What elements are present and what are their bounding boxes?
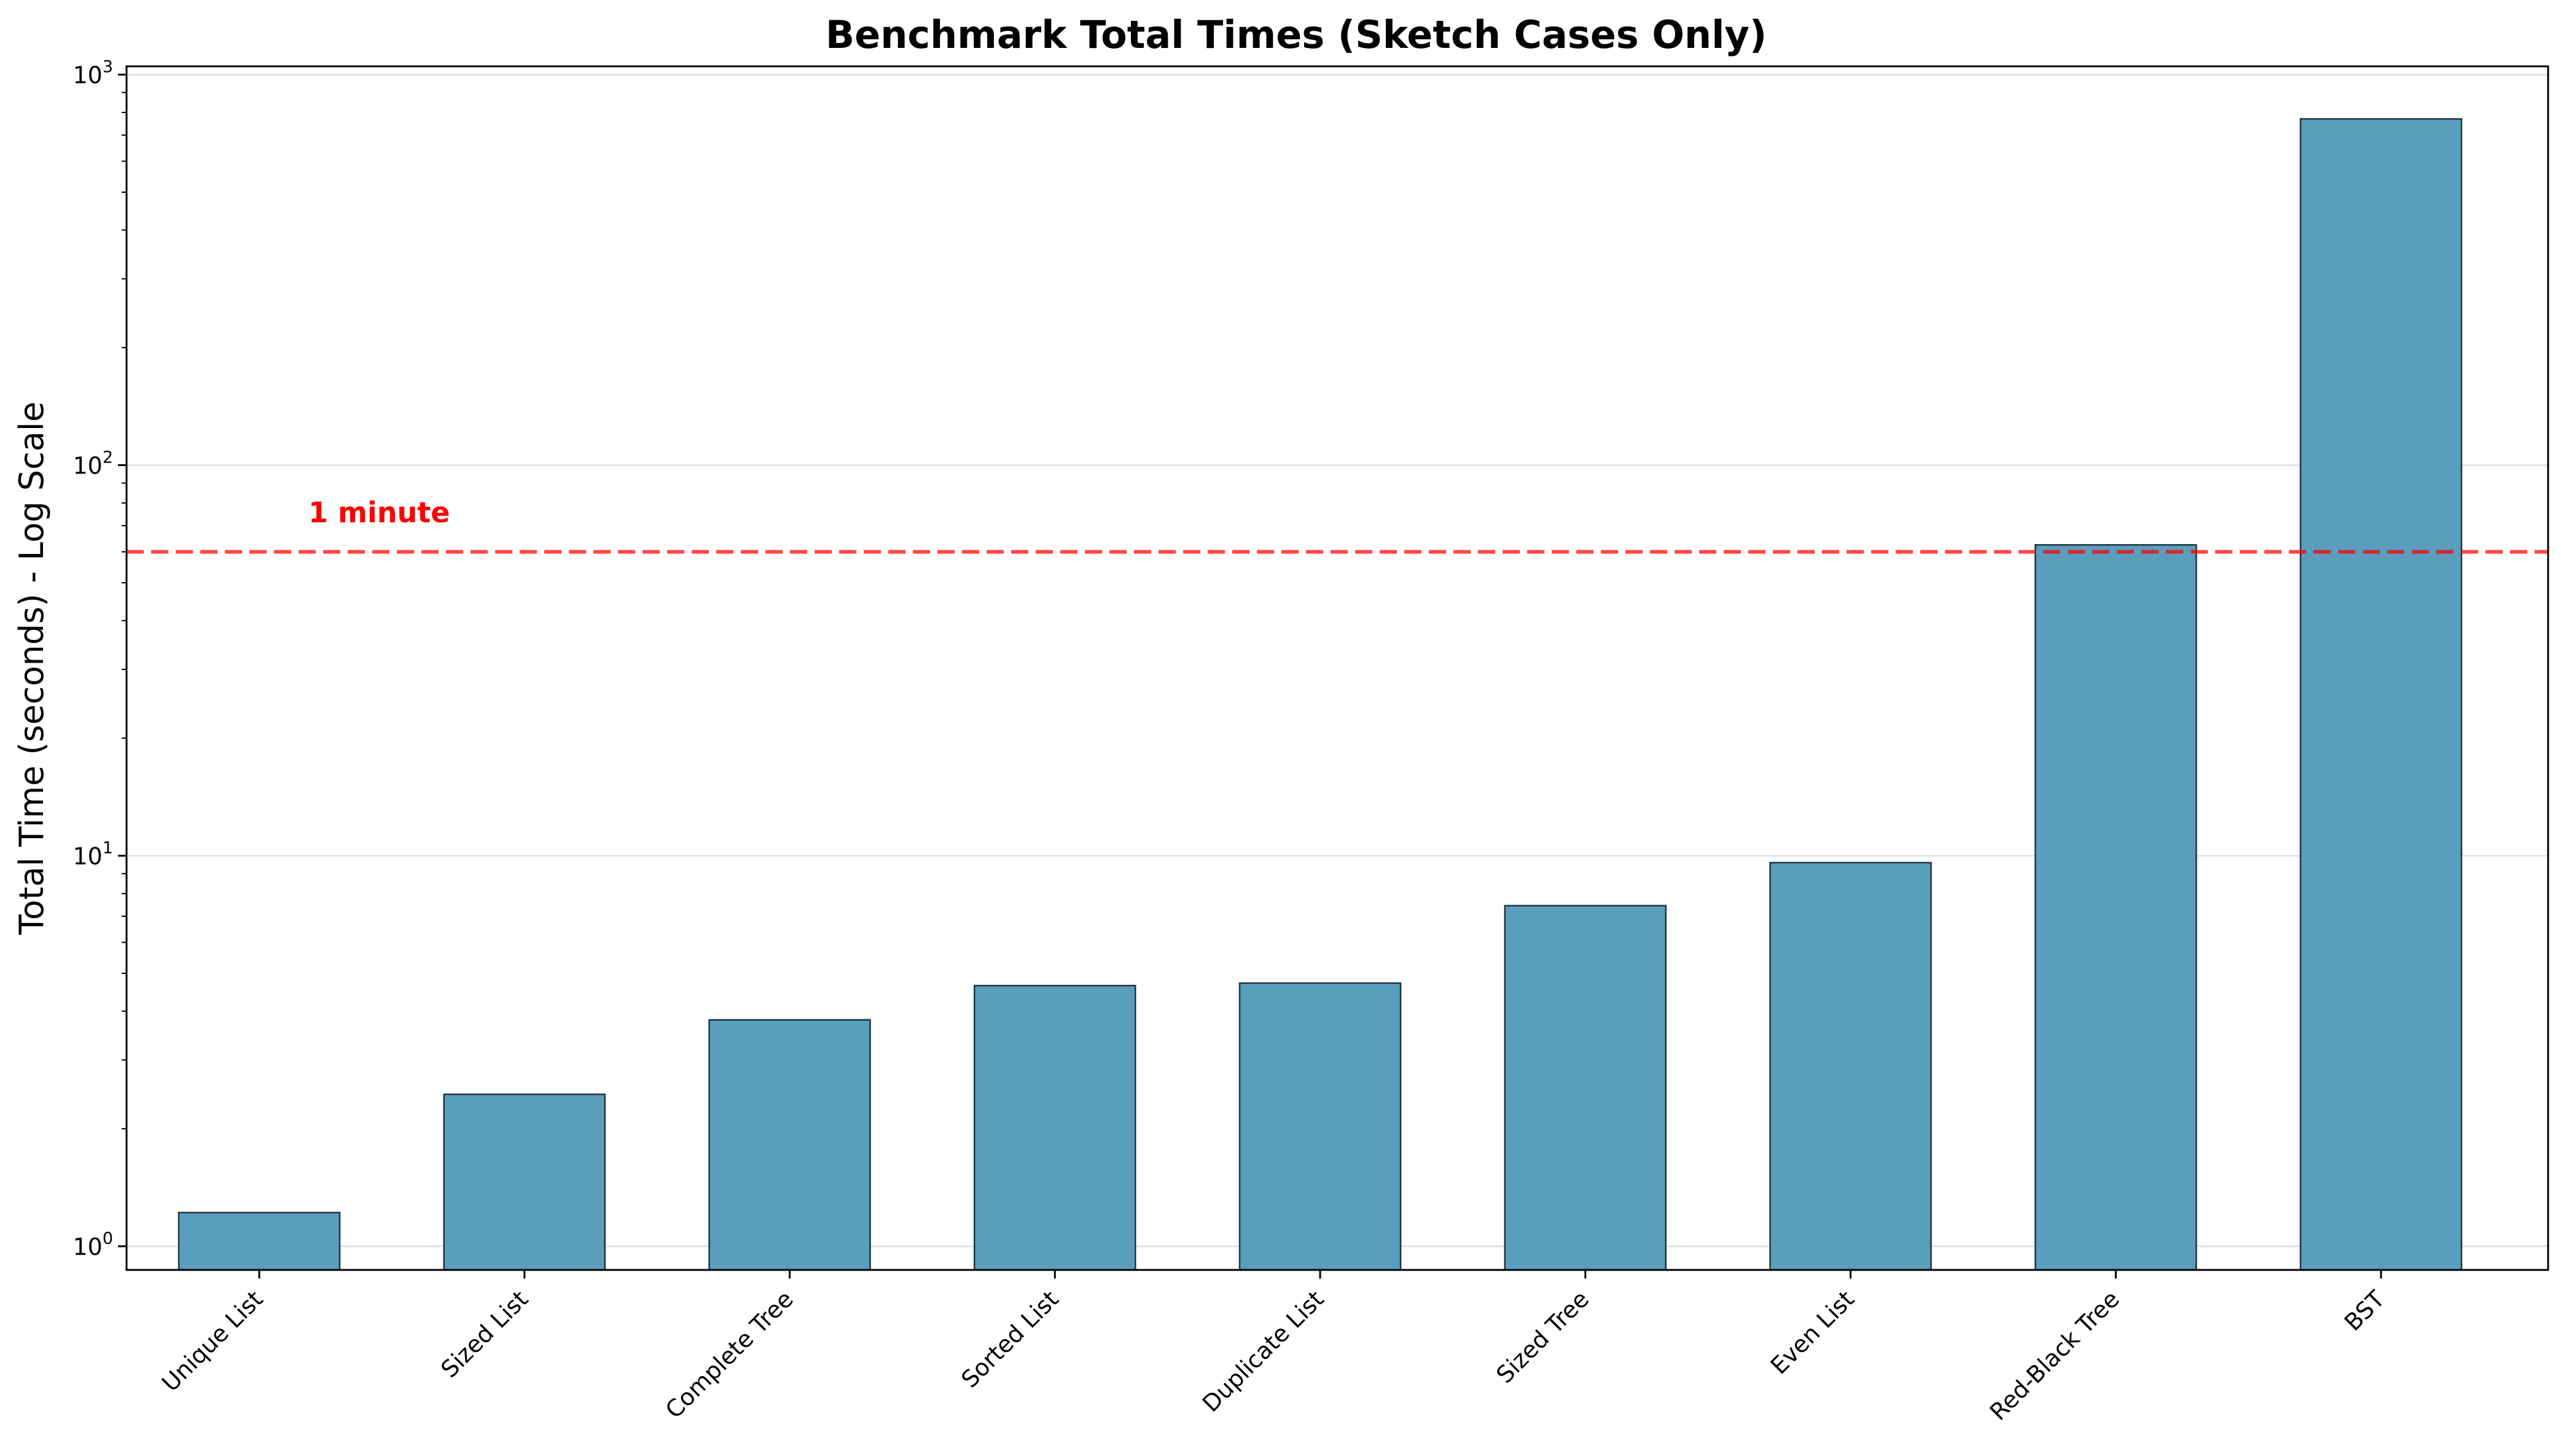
reference-line-label: 1 minute <box>308 496 450 529</box>
axes <box>125 65 2549 1271</box>
y-tick-label: 101 <box>72 839 113 870</box>
reference-line-group: 1 minute <box>127 496 2548 554</box>
bar-sorted-list <box>974 984 1136 1271</box>
x-tick-label: Even List <box>1765 1285 1859 1379</box>
x-tick-label: Complete Tree <box>660 1285 799 1423</box>
y-tick-exponent: 3 <box>103 57 113 76</box>
chart-title: Benchmark Total Times (Sketch Cases Only… <box>826 12 1767 57</box>
y-tick-label: 103 <box>72 57 113 88</box>
y-tick-exponent: 0 <box>103 1229 113 1248</box>
y-tick-exponent: 1 <box>103 839 113 858</box>
bar-even-list <box>1769 862 1932 1271</box>
y-tick-label: 102 <box>72 448 113 479</box>
y-axis-label: Total Time (seconds) - Log Scale <box>12 402 51 935</box>
bar-bst <box>2299 118 2463 1271</box>
bar-complete-tree <box>708 1019 871 1271</box>
x-tick-label: Sorted List <box>956 1285 1063 1393</box>
x-tick-label: BST <box>2339 1285 2390 1336</box>
y-tick-label: 100 <box>72 1229 113 1261</box>
y-tick-base: 10 <box>72 843 102 870</box>
bar-unique-list <box>178 1212 341 1271</box>
bar-sized-list <box>443 1093 606 1271</box>
bar-duplicate-list <box>1238 982 1402 1271</box>
bar-sized-tree <box>1504 905 1667 1271</box>
plot-frame <box>125 65 2549 1271</box>
x-ticks: Unique List Sized List Complete Tree Sorted… <box>157 1270 2390 1425</box>
bars <box>178 118 2463 1271</box>
bar-red-black-tree <box>2035 544 2197 1271</box>
y-tick-base: 10 <box>72 61 102 88</box>
y-tick-base: 10 <box>72 1234 102 1261</box>
x-tick-label: Red-Black Tree <box>1984 1285 2124 1425</box>
y-tick-base: 10 <box>72 452 102 479</box>
x-tick-label: Duplicate List <box>1197 1285 1329 1417</box>
x-tick-label: Unique List <box>157 1285 268 1396</box>
x-tick-label: Sized Tree <box>1491 1285 1594 1388</box>
y-tick-exponent: 2 <box>103 448 113 467</box>
x-tick-label: Sized List <box>436 1285 533 1383</box>
